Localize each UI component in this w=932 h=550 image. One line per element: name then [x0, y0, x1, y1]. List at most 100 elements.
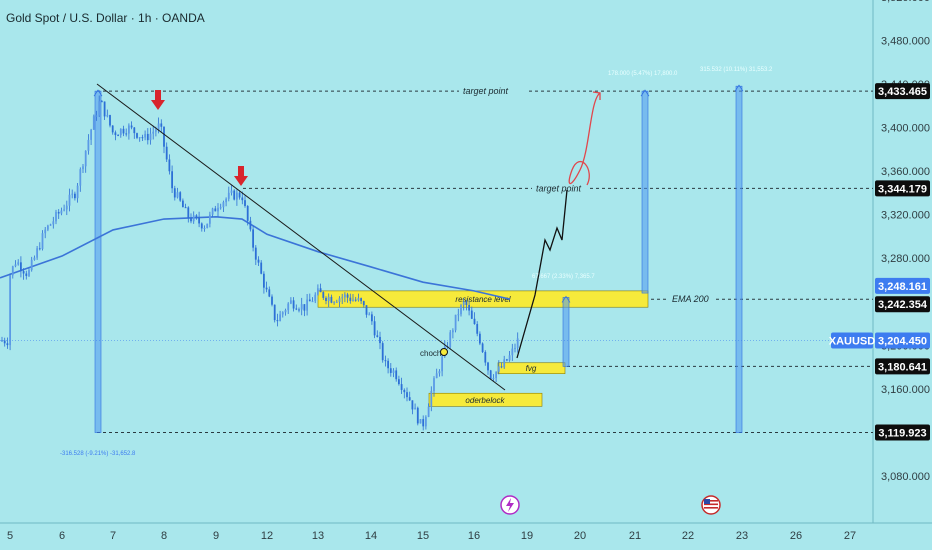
candle-body: [506, 359, 508, 361]
y-tick-label: 3,480.000: [881, 35, 930, 47]
candle-body: [114, 132, 117, 136]
x-tick-label: 27: [844, 530, 856, 542]
candle-body: [92, 116, 95, 130]
down-arrows: [151, 90, 248, 186]
candle-body: [182, 200, 184, 208]
candle-body: [319, 288, 322, 293]
candle-body: [155, 129, 157, 132]
symbol-badge[interactable]: [831, 332, 873, 349]
candle-body: [306, 299, 308, 311]
zone-label: fvg: [526, 364, 537, 373]
candle-body: [233, 190, 236, 200]
candle-body: [427, 406, 430, 417]
candle-body: [325, 297, 327, 302]
candle-body: [508, 355, 511, 361]
candle-body: [287, 303, 290, 311]
us-flag-icon[interactable]: [701, 495, 721, 515]
candle-body: [52, 221, 55, 225]
candle-body: [384, 360, 387, 362]
candle-body: [257, 259, 260, 263]
candle-body: [22, 271, 25, 274]
candle-body: [222, 202, 225, 208]
candle-body: [198, 217, 200, 224]
measure-bar: [641, 90, 649, 294]
candle-body: [163, 126, 165, 147]
candle-body: [44, 229, 47, 234]
price-badge: [875, 296, 930, 313]
level-label: EMA 200: [672, 294, 709, 304]
candle-body: [470, 310, 473, 319]
candle-body: [200, 223, 203, 229]
candle-body: [36, 248, 38, 258]
price-badge-value: 3,204.450: [878, 335, 927, 347]
candle-body: [441, 356, 443, 372]
candle-body: [476, 324, 479, 334]
candle-body: [95, 115, 98, 117]
candle-body: [481, 343, 484, 353]
candle-body: [230, 190, 233, 193]
candle-body: [503, 359, 506, 368]
x-tick-label: 9: [213, 530, 219, 542]
candle-body: [354, 299, 357, 301]
candle-body: [101, 101, 103, 103]
lightning-icon[interactable]: [500, 495, 520, 515]
candle-body: [133, 127, 136, 134]
trendline: [96, 83, 506, 391]
candle-body: [65, 205, 68, 210]
candle-body: [341, 297, 344, 299]
candle-body: [47, 225, 49, 230]
candle-body: [327, 296, 330, 302]
y-tick-label: 3,400.000: [881, 123, 930, 135]
candle-body: [146, 133, 149, 141]
measure-bar: [94, 90, 102, 433]
candle-body: [489, 370, 492, 379]
candles: [1, 95, 519, 431]
candle-body: [109, 115, 111, 126]
candle-body: [381, 343, 384, 361]
candle-body: [281, 312, 284, 315]
candle-body: [311, 301, 314, 303]
x-tick-label: 15: [417, 530, 429, 542]
price-badge-value: 3,248.161: [878, 281, 927, 293]
candle-body: [406, 392, 408, 398]
measure-bar: [562, 297, 570, 367]
x-axis: 5 6 7 8 9 12 13 14 15 16 19 20 21 22 23 26 27: [7, 530, 856, 542]
candle-body: [195, 215, 198, 218]
candle-body: [352, 299, 354, 301]
candle-body: [225, 198, 227, 203]
candle-body: [308, 299, 311, 302]
candle-body: [30, 259, 33, 271]
ema-200-line: [0, 216, 511, 300]
candle-body: [416, 407, 419, 424]
candle-body: [276, 320, 279, 322]
candle-body: [71, 193, 74, 195]
candle-body: [176, 192, 179, 198]
candle-body: [335, 301, 338, 303]
candle-body: [173, 188, 176, 198]
level-label: target point: [536, 183, 582, 193]
candle-body: [295, 308, 298, 310]
x-tick-label: 14: [365, 530, 377, 542]
candle-body: [271, 296, 273, 305]
candle-body: [20, 262, 22, 272]
candle-body: [6, 343, 9, 346]
candle-body: [314, 294, 317, 302]
price-badge-value: 3,344.179: [878, 183, 927, 195]
candle-body: [268, 289, 271, 297]
price-badge-value: 3,119.923: [878, 428, 926, 440]
x-tick-label: 23: [736, 530, 748, 542]
candle-body: [76, 185, 79, 199]
candle-body: [130, 125, 133, 128]
candle-body: [376, 335, 379, 337]
candle-body: [119, 128, 122, 136]
y-tick-label: 3,160.000: [881, 384, 930, 396]
candle-body: [203, 228, 206, 230]
price-badge: [875, 332, 930, 349]
candle-body: [411, 400, 414, 410]
candle-body: [263, 273, 265, 288]
candle-body: [238, 192, 241, 198]
candle-body: [349, 297, 352, 301]
candle-body: [292, 300, 295, 309]
chart-title: Gold Spot / U.S. Dollar · 1h · OANDA: [6, 11, 205, 25]
x-tick-label: 5: [7, 530, 13, 542]
